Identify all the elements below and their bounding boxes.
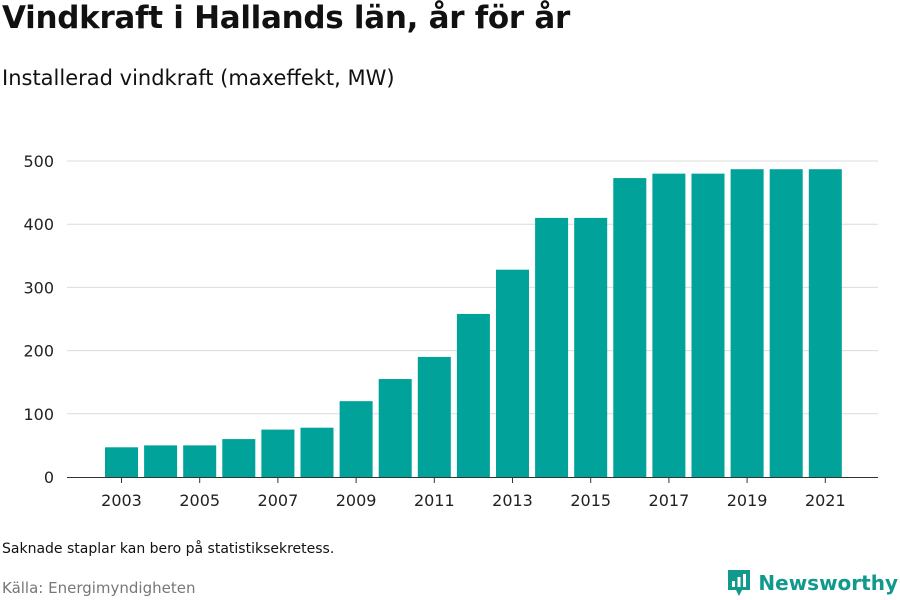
- bar: [456, 313, 490, 477]
- x-tick-label: 2021: [805, 491, 846, 510]
- x-tick-label: 2003: [101, 491, 142, 510]
- bar: [574, 217, 608, 477]
- y-tick-label: 300: [23, 278, 54, 297]
- x-tick-label: 2009: [336, 491, 377, 510]
- newsworthy-logo-icon: [728, 570, 751, 596]
- bar: [613, 178, 647, 477]
- bar: [808, 169, 842, 477]
- chart-note: Saknade staplar kan bero på statistiksek…: [2, 541, 335, 557]
- bar: [300, 427, 334, 477]
- x-tick-label: 2013: [492, 491, 533, 510]
- bar: [339, 401, 373, 477]
- bar: [691, 173, 725, 477]
- source-credit: Källa: Energimyndigheten: [2, 579, 196, 597]
- bar: [496, 269, 529, 477]
- chart-title: Vindkraft i Hallands län, år för år: [2, 0, 570, 36]
- bar: [183, 445, 217, 477]
- x-tick-label: 2017: [649, 491, 690, 510]
- x-tick-label: 2019: [727, 491, 768, 510]
- x-tick-label: 2011: [414, 491, 455, 510]
- y-tick-label: 200: [23, 342, 54, 361]
- y-tick-label: 500: [23, 152, 54, 171]
- y-tick-label: 100: [23, 405, 54, 424]
- brand-name: Newsworthy: [758, 571, 898, 595]
- x-tick-label: 2005: [179, 491, 220, 510]
- bar: [417, 356, 451, 477]
- bar: [652, 173, 686, 477]
- x-tick-label: 2015: [570, 491, 611, 510]
- bar: [261, 429, 295, 477]
- bar: [378, 379, 412, 477]
- bar: [535, 217, 569, 477]
- bar: [222, 439, 256, 477]
- bar: [730, 169, 764, 477]
- bar: [105, 447, 138, 477]
- brand-logo: Newsworthy: [726, 568, 898, 598]
- x-tick-label: 2007: [258, 491, 299, 510]
- bar: [769, 169, 803, 477]
- chart-subtitle: Installerad vindkraft (maxeffekt, MW): [2, 66, 395, 90]
- bar: [144, 445, 178, 477]
- y-tick-label: 0: [44, 468, 54, 487]
- y-tick-label: 400: [23, 215, 54, 234]
